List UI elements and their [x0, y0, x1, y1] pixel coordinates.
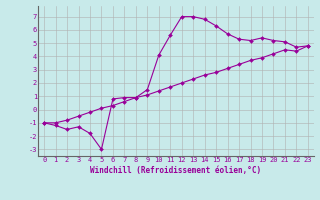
- X-axis label: Windchill (Refroidissement éolien,°C): Windchill (Refroidissement éolien,°C): [91, 166, 261, 175]
